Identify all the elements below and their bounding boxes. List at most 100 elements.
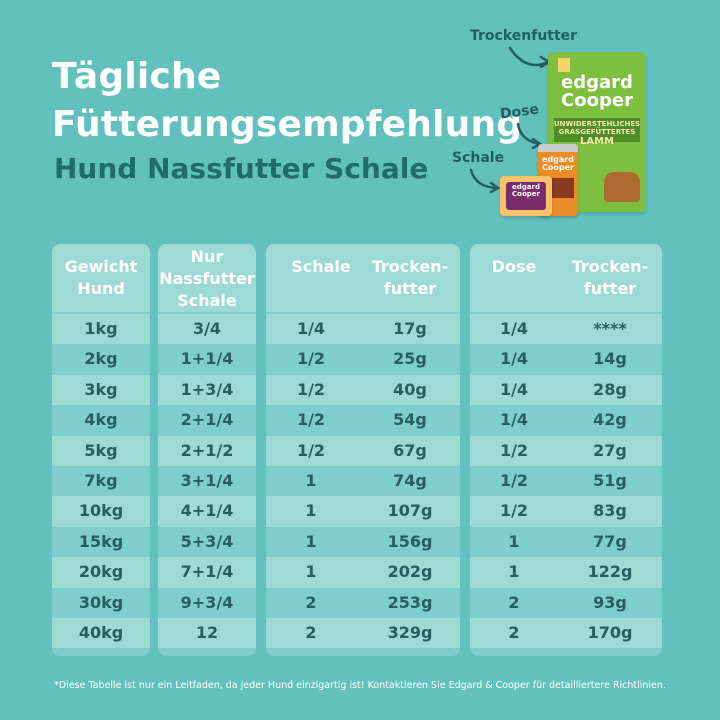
cell-schale: 2 (305, 592, 317, 612)
page-subtitle: Hund Nassfutter Schale (54, 152, 429, 185)
table-row: 1 202g (266, 557, 460, 588)
cell-trockenfutter: 54g (393, 410, 427, 430)
cell-dose: 1/2 (499, 471, 529, 490)
footnote: *Diese Tabelle ist nur ein Leitfaden, da… (54, 680, 666, 691)
cell-gewicht: 40kg (78, 623, 124, 642)
header-gewicht-line1: Gewicht (64, 257, 138, 276)
bag-band: UNWIDERSTEHLICHES GRASGEFÜTTERTES LAMM (554, 118, 641, 147)
cell-trockenfutter: 25g (393, 349, 427, 369)
cell-nur-nassfutter-schale: 12 (195, 623, 219, 642)
cell-gewicht: 1kg (84, 319, 118, 338)
table-row: 3+1/4 (158, 466, 256, 497)
cell-gewicht: 2kg (84, 349, 118, 369)
table-row: 1 122g (470, 557, 662, 588)
cell-trockenfutter: 17g (393, 319, 427, 338)
table-row: 5kg (52, 435, 150, 466)
header-trocken-line1: Trocken- (571, 257, 649, 276)
table-row: 4kg (52, 405, 150, 436)
table-row: 40kg (52, 618, 150, 649)
bag-brand-line1: edgard (561, 72, 633, 93)
page-title-line2: Fütterungsempfehlung (52, 104, 523, 145)
cell-schale: 1 (305, 562, 317, 582)
cell-gewicht: 7kg (84, 471, 118, 490)
table-row: 9+3/4 (158, 587, 256, 618)
table-row: 2kg (52, 344, 150, 375)
cell-trockenfutter: 170g (587, 623, 633, 642)
cell-dose: 1 (508, 562, 520, 582)
table-row: 1 156g (266, 526, 460, 558)
table-row: 1/4 **** (470, 314, 662, 345)
cell-trockenfutter: 74g (393, 471, 427, 490)
table-row: 1 74g (266, 466, 460, 497)
header-schale: Schale (291, 257, 351, 276)
cell-dose: 1/4 (499, 349, 529, 369)
table-row: 2 93g (470, 587, 662, 618)
table-row: 1/2 25g (266, 344, 460, 375)
table-header: Dose Trocken- futter (470, 244, 662, 312)
cell-gewicht: 30kg (78, 592, 124, 612)
table-row: 1/4 42g (470, 405, 662, 436)
cell-nur-nassfutter-schale: 3/4 (192, 319, 222, 338)
can-brand: edgard Cooper (540, 156, 576, 172)
cell-trockenfutter: 329g (387, 623, 433, 642)
table-row: 1/2 83g (470, 496, 662, 527)
cell-trockenfutter: 40g (393, 379, 427, 399)
table-row: 1/2 67g (266, 435, 460, 466)
table-row: 2+1/2 (158, 435, 256, 466)
can-lid (538, 144, 578, 152)
header-nur-line2: Nassfutter (159, 269, 255, 288)
table-row: 4+1/4 (158, 496, 256, 527)
cell-schale: 1/2 (296, 440, 326, 460)
table-row: 1+3/4 (158, 374, 256, 406)
cell-schale: 1 (305, 471, 317, 490)
cell-dose: 1/2 (499, 501, 529, 521)
table-row: 2 329g (266, 618, 460, 649)
table-row: 1/2 40g (266, 374, 460, 406)
cell-trockenfutter: 156g (387, 531, 433, 551)
cell-nur-nassfutter-schale: 4+1/4 (180, 501, 234, 521)
header-dose: Dose (491, 257, 537, 276)
header-trockenfutter: Trocken- futter (566, 256, 654, 300)
cell-nur-nassfutter-schale: 3+1/4 (180, 471, 234, 490)
table-row: 20kg (52, 557, 150, 588)
table-header: Nur Nassfutter Schale (158, 244, 256, 312)
cell-trockenfutter: 51g (593, 471, 627, 490)
trockenfutter-bag-image: edgard Cooper UNWIDERSTEHLICHES GRASGEFÜ… (548, 52, 646, 212)
header-nur-line1: Nur (190, 247, 224, 266)
cell-trockenfutter: 77g (593, 531, 627, 551)
table-row: 3kg (52, 374, 150, 406)
header-trockenfutter: Trocken- futter (366, 256, 454, 300)
cell-trockenfutter: 28g (593, 379, 627, 399)
cell-nur-nassfutter-schale: 9+3/4 (180, 592, 234, 612)
header-nur-line3: Schale (177, 291, 237, 310)
table-row: 1/4 28g (470, 374, 662, 406)
cell-schale: 1/2 (296, 410, 326, 430)
cell-trockenfutter: 27g (593, 440, 627, 460)
cell-trockenfutter: 202g (387, 562, 433, 582)
dog-illustration (604, 172, 640, 202)
header-gewicht-hund: Gewicht Hund (52, 256, 150, 300)
cell-nur-nassfutter-schale: 5+3/4 (180, 531, 234, 551)
cell-gewicht: 10kg (78, 501, 124, 521)
cell-nur-nassfutter-schale: 2+1/4 (180, 410, 234, 430)
bag-band-line1: UNWIDERSTEHLICHES (554, 120, 641, 128)
table-row: 2 253g (266, 587, 460, 618)
table-header: Schale Trocken- futter (266, 244, 460, 312)
header-nur-nassfutter-schale: Nur Nassfutter Schale (158, 246, 256, 312)
cell-trockenfutter: 107g (387, 501, 433, 521)
arrow-schale-icon (469, 168, 501, 194)
header-trocken-line1: Trocken- (371, 257, 449, 276)
tray-brand-line1: edgard (512, 183, 540, 191)
table-schale-trockenfutter: Schale Trocken- futter 1/4 17g 1/2 25g 1/2 40… (266, 244, 460, 656)
table-row: 1 77g (470, 526, 662, 558)
cell-gewicht: 3kg (84, 379, 118, 399)
bag-brand-line2: Cooper (561, 90, 633, 111)
cell-nur-nassfutter-schale: 2+1/2 (180, 440, 234, 460)
table-gewicht-hund: Gewicht Hund 1kg 2kg 3kg 4kg 5kg 7kg 10kg 15kg 2… (52, 244, 150, 656)
cell-trockenfutter: **** (593, 319, 627, 338)
cell-gewicht: 20kg (78, 562, 124, 582)
table-row: 10kg (52, 496, 150, 527)
table-row: 1/2 51g (470, 466, 662, 497)
header-gewicht-line2: Hund (77, 279, 125, 298)
table-row: 30kg (52, 587, 150, 618)
